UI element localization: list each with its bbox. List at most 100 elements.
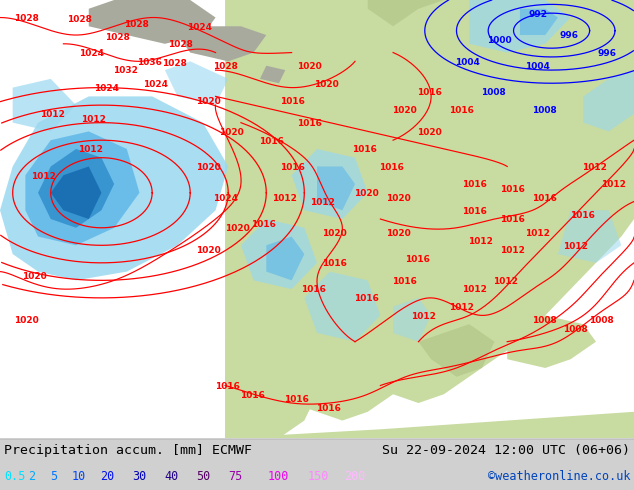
Text: 1016: 1016 bbox=[259, 137, 284, 146]
Text: 1020: 1020 bbox=[14, 316, 39, 325]
Text: 1020: 1020 bbox=[392, 106, 417, 115]
Polygon shape bbox=[178, 26, 266, 61]
Text: 1016: 1016 bbox=[240, 391, 265, 400]
Text: 1016: 1016 bbox=[417, 88, 443, 98]
Polygon shape bbox=[368, 0, 444, 26]
Text: 50: 50 bbox=[196, 469, 210, 483]
Text: 1016: 1016 bbox=[379, 163, 404, 172]
Text: 1020: 1020 bbox=[219, 128, 244, 137]
Polygon shape bbox=[51, 167, 101, 219]
Text: 40: 40 bbox=[164, 469, 178, 483]
Text: 1028: 1028 bbox=[162, 59, 187, 68]
Polygon shape bbox=[393, 298, 431, 342]
Polygon shape bbox=[260, 131, 292, 167]
Text: 1016: 1016 bbox=[322, 259, 347, 268]
Text: 1012: 1012 bbox=[563, 242, 588, 251]
Text: 1016: 1016 bbox=[354, 294, 379, 303]
Polygon shape bbox=[520, 9, 558, 35]
Text: 1028: 1028 bbox=[168, 40, 193, 49]
Text: 1012: 1012 bbox=[500, 246, 525, 255]
Text: 1016: 1016 bbox=[531, 194, 557, 202]
Text: 1008: 1008 bbox=[588, 316, 614, 325]
Text: 1012: 1012 bbox=[582, 163, 607, 172]
Text: 1016: 1016 bbox=[462, 207, 487, 216]
Text: 20: 20 bbox=[100, 469, 114, 483]
Text: 5: 5 bbox=[50, 469, 57, 483]
Text: 1020: 1020 bbox=[195, 246, 221, 255]
Polygon shape bbox=[260, 66, 285, 83]
Text: 1036: 1036 bbox=[136, 58, 162, 67]
Text: 1016: 1016 bbox=[280, 163, 306, 172]
Text: 996: 996 bbox=[560, 31, 579, 40]
Text: 1016: 1016 bbox=[404, 255, 430, 264]
Text: 1024: 1024 bbox=[79, 49, 105, 58]
Text: 1016: 1016 bbox=[316, 404, 341, 413]
Polygon shape bbox=[583, 70, 634, 131]
Text: 150: 150 bbox=[308, 469, 330, 483]
Polygon shape bbox=[225, 324, 317, 438]
Text: 1008: 1008 bbox=[531, 106, 557, 115]
Text: 10: 10 bbox=[72, 469, 86, 483]
Text: 1012: 1012 bbox=[271, 194, 297, 202]
Text: 1020: 1020 bbox=[322, 228, 347, 238]
Text: Su 22-09-2024 12:00 UTC (06+06): Su 22-09-2024 12:00 UTC (06+06) bbox=[382, 443, 630, 457]
Text: 100: 100 bbox=[268, 469, 289, 483]
Polygon shape bbox=[241, 219, 317, 289]
Text: 200: 200 bbox=[344, 469, 365, 483]
Text: 1020: 1020 bbox=[195, 163, 221, 172]
Text: 1012: 1012 bbox=[309, 198, 335, 207]
Polygon shape bbox=[558, 210, 621, 263]
Polygon shape bbox=[469, 0, 571, 52]
Text: 1028: 1028 bbox=[14, 14, 39, 23]
Polygon shape bbox=[304, 271, 380, 342]
Text: 1024: 1024 bbox=[94, 84, 119, 93]
Text: 1012: 1012 bbox=[493, 277, 519, 286]
Text: 996: 996 bbox=[598, 49, 617, 58]
Text: 1016: 1016 bbox=[392, 277, 417, 286]
Polygon shape bbox=[507, 316, 596, 368]
Text: 1016: 1016 bbox=[449, 106, 474, 115]
Text: 1012: 1012 bbox=[39, 110, 65, 119]
Polygon shape bbox=[25, 131, 139, 245]
Text: 1008: 1008 bbox=[563, 325, 588, 334]
Text: 1016: 1016 bbox=[462, 180, 487, 189]
Text: 1012: 1012 bbox=[468, 237, 493, 246]
Text: 1020: 1020 bbox=[297, 62, 322, 71]
Polygon shape bbox=[225, 0, 634, 438]
Polygon shape bbox=[266, 105, 342, 175]
Text: 1032: 1032 bbox=[113, 67, 138, 75]
Text: 1028: 1028 bbox=[105, 33, 130, 42]
Polygon shape bbox=[225, 412, 634, 438]
Text: 2: 2 bbox=[28, 469, 35, 483]
Text: 1020: 1020 bbox=[354, 189, 379, 198]
Text: 1020: 1020 bbox=[22, 272, 48, 281]
Text: 1016: 1016 bbox=[500, 216, 525, 224]
Text: 1012: 1012 bbox=[449, 303, 474, 312]
Text: 1012: 1012 bbox=[525, 228, 550, 238]
Text: 1020: 1020 bbox=[385, 228, 411, 238]
Text: 1004: 1004 bbox=[455, 58, 481, 67]
Text: 1020: 1020 bbox=[385, 194, 411, 202]
Text: 1000: 1000 bbox=[488, 36, 512, 45]
Text: 1020: 1020 bbox=[417, 128, 443, 137]
Text: 1028: 1028 bbox=[212, 62, 238, 71]
Text: 1028: 1028 bbox=[67, 15, 92, 24]
Text: 1016: 1016 bbox=[569, 211, 595, 220]
Text: 1008: 1008 bbox=[531, 316, 557, 325]
Text: 1020: 1020 bbox=[225, 224, 250, 233]
Polygon shape bbox=[0, 97, 228, 280]
Text: 1024: 1024 bbox=[143, 79, 168, 89]
Polygon shape bbox=[317, 167, 355, 210]
Polygon shape bbox=[13, 79, 76, 131]
Text: 1016: 1016 bbox=[297, 119, 322, 128]
Text: 1016: 1016 bbox=[214, 382, 240, 391]
Text: 1028: 1028 bbox=[124, 20, 149, 28]
Text: 1012: 1012 bbox=[77, 146, 103, 154]
Text: Precipitation accum. [mm] ECMWF: Precipitation accum. [mm] ECMWF bbox=[4, 443, 252, 457]
Polygon shape bbox=[38, 149, 114, 228]
Text: 1016: 1016 bbox=[250, 220, 276, 229]
Text: 1008: 1008 bbox=[481, 88, 506, 98]
Polygon shape bbox=[330, 0, 431, 140]
Polygon shape bbox=[89, 0, 216, 44]
Text: 1016: 1016 bbox=[280, 97, 306, 106]
